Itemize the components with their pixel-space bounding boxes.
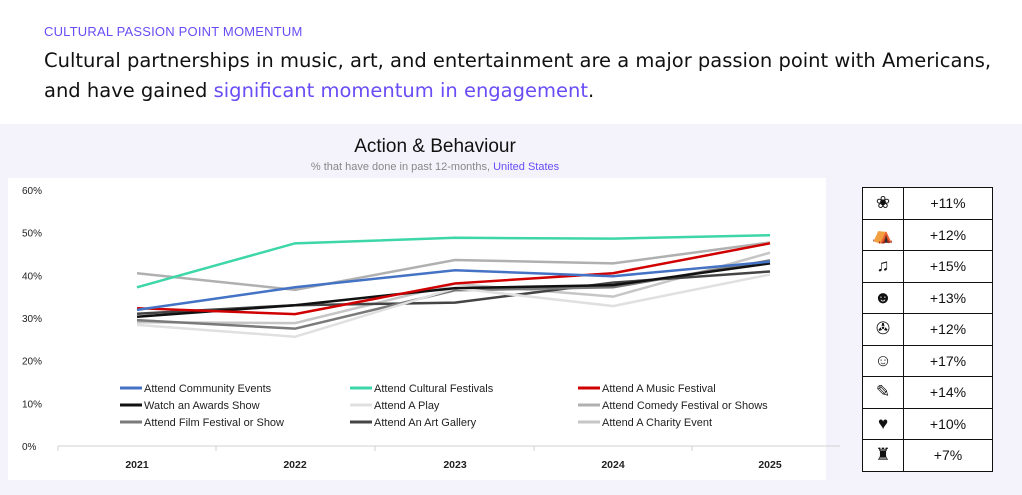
music-note-icon: ♫ bbox=[862, 250, 904, 283]
growth-value: +10% bbox=[903, 407, 993, 440]
growth-value: +14% bbox=[903, 376, 993, 409]
series-line bbox=[136, 260, 771, 312]
series-line bbox=[136, 233, 771, 289]
series-line bbox=[136, 242, 771, 316]
growth-table: ❀ +11% ⛺ +12% ♫ +15% ☻ +13% ✇ +12% ☺ +17% ✎ +14% ♥ +10%… bbox=[862, 187, 993, 472]
chart-area bbox=[8, 178, 826, 480]
y-tick-label: 0% bbox=[22, 442, 37, 453]
legend-label: Attend A Music Festival bbox=[602, 383, 716, 395]
legend-label: Watch an Awards Show bbox=[144, 400, 260, 412]
festival-tent-icon: ⛺ bbox=[862, 218, 904, 251]
growth-row: ♜ +7% bbox=[862, 439, 993, 472]
growth-value: +17% bbox=[903, 344, 993, 377]
x-tick-label: 2025 bbox=[758, 459, 782, 471]
growth-value: +13% bbox=[903, 281, 993, 314]
legend-label: Attend Cultural Festivals bbox=[374, 383, 494, 395]
charity-heart-hands-icon: ♥ bbox=[862, 407, 904, 440]
headline-highlight: significant momentum in engagement bbox=[213, 79, 589, 102]
growth-value: +12% bbox=[903, 313, 993, 346]
x-tick-label: 2022 bbox=[283, 459, 307, 471]
legend-label: Attend A Play bbox=[374, 400, 440, 412]
growth-value: +11% bbox=[903, 187, 993, 220]
x-tick-label: 2023 bbox=[443, 459, 467, 471]
growth-row: ❀ +11% bbox=[862, 187, 993, 220]
community-icon: ❀ bbox=[862, 187, 904, 220]
theatre-masks-icon: ☺ bbox=[862, 344, 904, 377]
growth-row: ☻ +13% bbox=[862, 281, 993, 314]
chart-subtitle: % that have done in past 12-months, Unit… bbox=[0, 161, 870, 173]
headline-end: . bbox=[588, 79, 595, 102]
awards-masks-icon: ☻ bbox=[862, 281, 904, 314]
legend-label: Attend Community Events bbox=[144, 383, 272, 395]
growth-value: +15% bbox=[903, 250, 993, 283]
x-tick-label: 2021 bbox=[125, 459, 149, 471]
legend-label: Attend An Art Gallery bbox=[374, 417, 477, 429]
film-reel-icon: ✇ bbox=[862, 313, 904, 346]
legend-label: Attend A Charity Event bbox=[602, 417, 712, 429]
subtitle-region: United States bbox=[493, 161, 560, 173]
chart-title: Action & Behaviour bbox=[354, 136, 516, 157]
line-chart: 0% 10% 20% 30% 40% 50% 60% 2021 2022 2023 2024 2025… bbox=[22, 186, 840, 471]
y-tick-label: 10% bbox=[22, 399, 42, 410]
growth-value: +7% bbox=[903, 439, 993, 472]
y-tick-label: 40% bbox=[22, 271, 42, 282]
legend-label: Attend Comedy Festival or Shows bbox=[602, 400, 768, 412]
y-tick-label: 60% bbox=[22, 186, 42, 197]
series-line bbox=[136, 262, 771, 318]
legend-label: Attend Film Festival or Show bbox=[144, 417, 284, 429]
growth-row: ♥ +10% bbox=[862, 407, 993, 440]
trophy-icon: ♜ bbox=[862, 439, 904, 472]
growth-row: ☺ +17% bbox=[862, 344, 993, 377]
headline-text: Cultural partnerships in music, art, and… bbox=[44, 49, 992, 102]
y-tick-label: 30% bbox=[22, 314, 42, 325]
headline: Cultural partnerships in music, art, and… bbox=[44, 46, 1004, 106]
series-line bbox=[136, 241, 771, 292]
growth-row: ⛺ +12% bbox=[862, 218, 993, 251]
growth-row: ✎ +14% bbox=[862, 376, 993, 409]
subtitle-text: % that have done in past 12-months, bbox=[310, 161, 494, 173]
y-tick-label: 50% bbox=[22, 229, 42, 240]
growth-row: ✇ +12% bbox=[862, 313, 993, 346]
section-kicker: CULTURAL PASSION POINT MOMENTUM bbox=[44, 24, 303, 39]
growth-value: +12% bbox=[903, 218, 993, 251]
x-tick-label: 2024 bbox=[601, 459, 625, 471]
art-palette-icon: ✎ bbox=[862, 376, 904, 409]
growth-row: ♫ +15% bbox=[862, 250, 993, 283]
y-tick-label: 20% bbox=[22, 357, 42, 368]
